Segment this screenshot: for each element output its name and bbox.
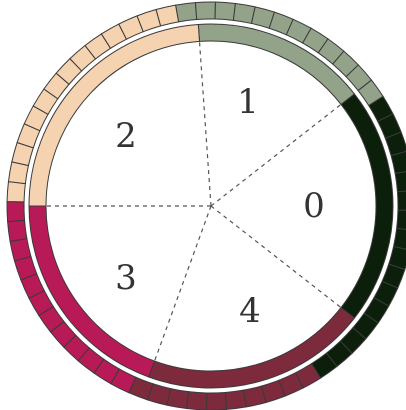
outer-ring-segment — [224, 389, 248, 410]
sector-labels: 0 1 2 3 4 — [115, 82, 325, 331]
spoke-line — [210, 104, 341, 207]
sector-label-0: 0 — [303, 186, 325, 226]
spoke-line — [154, 205, 212, 361]
outer-ring-segment — [394, 171, 406, 193]
outer-ring-segment — [174, 2, 198, 23]
outer-segmented-ring — [6, 1, 406, 410]
inner-arc-sector-4 — [148, 306, 356, 389]
outer-ring-segment — [396, 209, 406, 231]
inner-arc-sector-3 — [28, 205, 156, 378]
outer-ring-segment — [186, 391, 208, 410]
outer-ring-segment — [6, 181, 26, 203]
sector-divider-lines — [47, 42, 341, 361]
outer-ring-segment — [194, 1, 216, 21]
spoke-line — [210, 205, 341, 308]
inner-arc-sector-1 — [197, 23, 356, 106]
spoke-line — [198, 42, 212, 207]
outer-ring-segment — [242, 385, 267, 408]
sector-label-3: 3 — [115, 258, 137, 298]
sector-label-1: 1 — [237, 82, 259, 122]
outer-ring-segment — [9, 237, 32, 262]
outer-ring-segment — [396, 190, 406, 211]
sector-label-4: 4 — [239, 291, 261, 331]
outer-ring-segment — [7, 219, 28, 243]
outer-ring-segment — [6, 201, 26, 223]
outer-ring-segment — [155, 4, 180, 27]
inner-arc-sector-2 — [28, 23, 201, 207]
outer-ring-segment — [206, 391, 228, 410]
outer-ring-segment — [214, 1, 236, 21]
sector-label-2: 2 — [115, 116, 137, 156]
inner-sector-ring — [28, 23, 394, 389]
